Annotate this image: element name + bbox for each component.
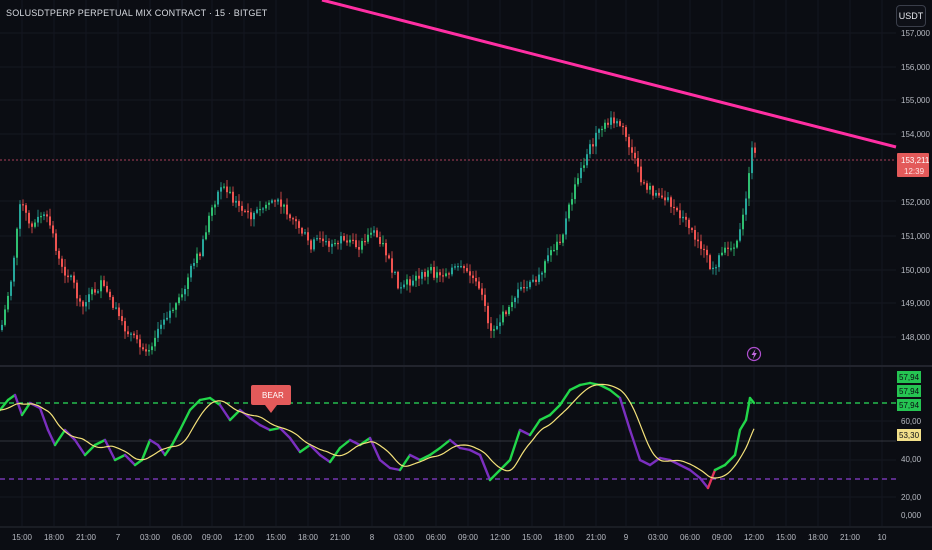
price-axis[interactable]: 157,000 156,000 155,000 154,000 152,000 …	[901, 29, 930, 342]
currency-button[interactable]: USDT	[896, 5, 926, 27]
osc-tag-value: 57,94	[899, 373, 920, 382]
time-tick: 10	[878, 533, 887, 542]
time-tick: 9	[624, 533, 629, 542]
time-tick: 15:00	[522, 533, 543, 542]
time-tick: 09:00	[202, 533, 223, 542]
time-tick: 06:00	[680, 533, 701, 542]
time-tick: 21:00	[76, 533, 97, 542]
time-tick: 21:00	[330, 533, 351, 542]
time-tick: 03:00	[394, 533, 415, 542]
time-tick: 15:00	[776, 533, 797, 542]
oscillator-series	[0, 381, 756, 490]
time-tick: 12:00	[490, 533, 511, 542]
price-tick: 156,000	[901, 63, 930, 72]
trendline[interactable]	[321, 0, 897, 149]
lightning-icon[interactable]	[746, 346, 762, 362]
bear-label-text: BEAR	[262, 391, 284, 400]
osc-tick: 60,00	[901, 417, 922, 426]
osc-tick: 0,000	[901, 511, 922, 520]
osc-tag-value: 57,94	[899, 401, 920, 410]
time-tick: 18:00	[298, 533, 319, 542]
price-tick: 155,000	[901, 96, 930, 105]
time-tick: 15:00	[12, 533, 33, 542]
price-grid	[0, 0, 896, 365]
time-tick: 06:00	[172, 533, 193, 542]
oscillator-axis[interactable]: 60,00 40,00 20,00 0,000	[901, 417, 922, 520]
time-tick: 21:00	[840, 533, 861, 542]
bear-signal-label: BEAR	[251, 385, 291, 413]
time-tick: 06:00	[426, 533, 447, 542]
time-tick: 15:00	[266, 533, 287, 542]
osc-tag-value: 57,94	[899, 387, 920, 396]
time-tick: 12:00	[234, 533, 255, 542]
osc-value-tags: 57,94 57,94 57,94 53,30	[897, 371, 921, 441]
current-price-tag: 153,211 12:39	[897, 153, 930, 177]
countdown-timer: 12:39	[904, 167, 925, 176]
time-tick: 18:00	[554, 533, 575, 542]
symbol-title: SOLUSDTPERP PERPETUAL MIX CONTRACT · 15 …	[6, 8, 268, 18]
price-tick: 154,000	[901, 130, 930, 139]
osc-tick: 20,00	[901, 493, 922, 502]
time-tick: 12:00	[744, 533, 765, 542]
price-tick: 157,000	[901, 29, 930, 38]
time-tick: 09:00	[712, 533, 733, 542]
time-axis[interactable]: 15:00 18:00 21:00 7 03:00 06:00 09:00 12:00 15:0…	[12, 533, 887, 542]
signal-tag-value: 53,30	[899, 431, 920, 440]
current-price-value: 153,211	[901, 156, 930, 165]
price-tick: 152,000	[901, 198, 930, 207]
time-tick: 7	[116, 533, 121, 542]
price-tick: 148,000	[901, 333, 930, 342]
time-tick: 03:00	[140, 533, 161, 542]
time-tick: 18:00	[808, 533, 829, 542]
time-tick: 8	[370, 533, 375, 542]
candlestick-series	[1, 111, 756, 356]
time-tick: 18:00	[44, 533, 65, 542]
price-tick: 149,000	[901, 299, 930, 308]
osc-tick: 40,00	[901, 455, 922, 464]
price-tick: 151,000	[901, 232, 930, 241]
time-tick: 21:00	[586, 533, 607, 542]
oscillator-grid	[0, 367, 896, 526]
price-tick: 150,000	[901, 266, 930, 275]
time-tick: 03:00	[648, 533, 669, 542]
time-tick: 09:00	[458, 533, 479, 542]
